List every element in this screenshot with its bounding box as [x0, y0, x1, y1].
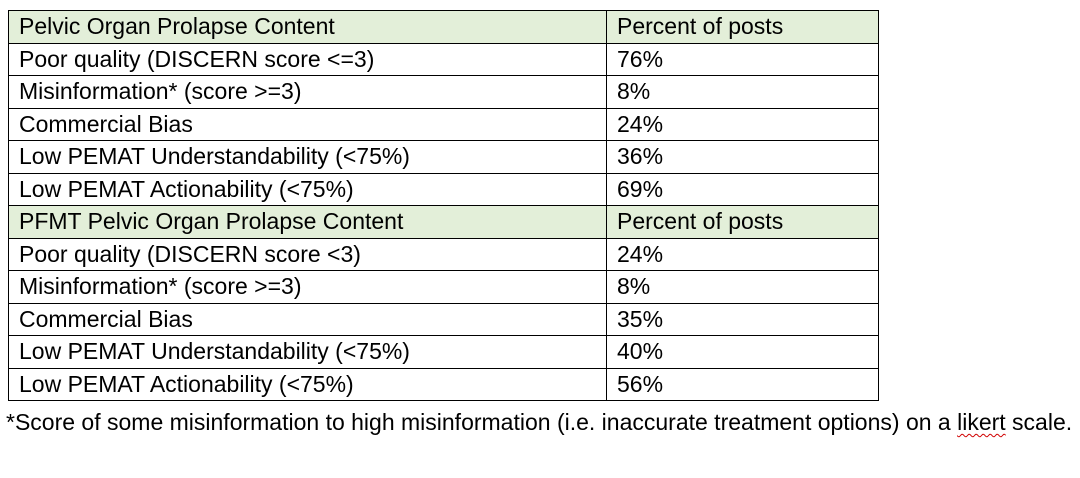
table-row: Misinformation* (score >=3) 8% [8, 75, 879, 109]
row-label: Misinformation* (score >=3) [8, 270, 607, 304]
row-value: 69% [606, 172, 879, 206]
footnote-text: *Score of some misinformation to high mi… [6, 409, 958, 435]
table-row: Low PEMAT Actionability (<75%) 69% [8, 172, 879, 206]
table-header-row: Pelvic Organ Prolapse Content Percent of… [8, 10, 879, 44]
row-value: 8% [606, 270, 879, 304]
table-row: Misinformation* (score >=3) 8% [8, 270, 879, 304]
row-value: 36% [606, 140, 879, 174]
table-row: Poor quality (DISCERN score <3) 24% [8, 237, 879, 271]
row-label: Poor quality (DISCERN score <=3) [8, 42, 607, 76]
row-value: 35% [606, 302, 879, 336]
prolapse-content-table: Pelvic Organ Prolapse Content Percent of… [8, 10, 879, 401]
row-value: 76% [606, 42, 879, 76]
row-label: PFMT Pelvic Organ Prolapse Content [8, 205, 607, 239]
row-value: Percent of posts [606, 205, 879, 239]
row-label: Low PEMAT Actionability (<75%) [8, 367, 607, 401]
row-value: 56% [606, 367, 879, 401]
row-value: 24% [606, 237, 879, 271]
row-value: 24% [606, 107, 879, 141]
row-value: 8% [606, 75, 879, 109]
table-body: Pelvic Organ Prolapse Content Percent of… [8, 10, 879, 401]
table-row: Low PEMAT Understandability (<75%) 40% [8, 335, 879, 369]
row-label: Low PEMAT Actionability (<75%) [8, 172, 607, 206]
table-row: Commercial Bias 35% [8, 302, 879, 336]
footnote: *Score of some misinformation to high mi… [6, 408, 1076, 437]
table-row: Low PEMAT Actionability (<75%) 56% [8, 367, 879, 401]
table-row: Commercial Bias 24% [8, 107, 879, 141]
row-label: Low PEMAT Understandability (<75%) [8, 140, 607, 174]
row-label: Low PEMAT Understandability (<75%) [8, 335, 607, 369]
row-value: Percent of posts [606, 10, 879, 44]
row-label: Misinformation* (score >=3) [8, 75, 607, 109]
table-row: Poor quality (DISCERN score <=3) 76% [8, 42, 879, 76]
row-value: 40% [606, 335, 879, 369]
table-row: Low PEMAT Understandability (<75%) 36% [8, 140, 879, 174]
row-label: Poor quality (DISCERN score <3) [8, 237, 607, 271]
row-label: Commercial Bias [8, 302, 607, 336]
misspelled-word: likert [957, 409, 1006, 435]
row-label: Pelvic Organ Prolapse Content [8, 10, 607, 44]
table-header-row: PFMT Pelvic Organ Prolapse Content Perce… [8, 205, 879, 239]
row-label: Commercial Bias [8, 107, 607, 141]
footnote-text-end: scale. [1005, 409, 1073, 435]
